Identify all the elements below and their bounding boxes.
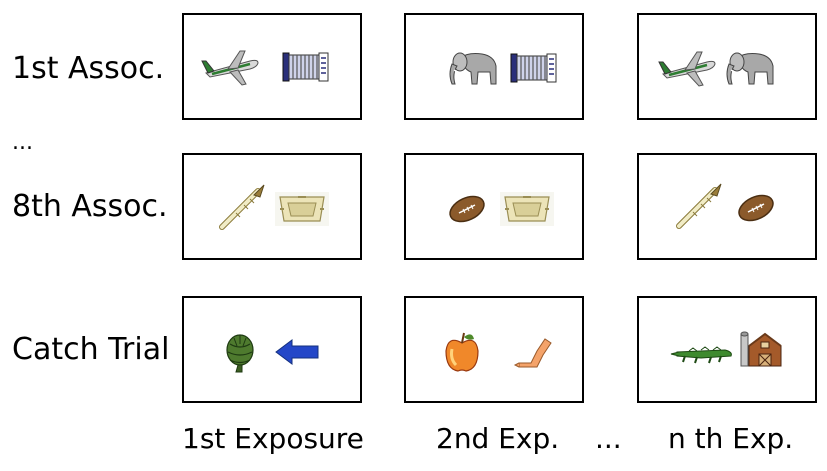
panel-row1-col1 bbox=[182, 13, 362, 120]
asparagus-icon bbox=[219, 184, 265, 230]
artichoke-icon bbox=[226, 334, 254, 373]
football-icon bbox=[449, 195, 485, 223]
row-label-8th-assoc: 8th Assoc. bbox=[12, 189, 168, 224]
ashtray-icon bbox=[500, 192, 554, 226]
arm-icon bbox=[513, 338, 552, 368]
column-label-2nd-exp: 2nd Exp. bbox=[436, 422, 560, 455]
panel-row2-col3 bbox=[637, 153, 817, 260]
row-ellipsis: ... bbox=[12, 130, 33, 155]
panel-row2-col1 bbox=[182, 153, 362, 260]
elephant-icon bbox=[726, 52, 774, 85]
barn-icon bbox=[740, 331, 782, 367]
apple-icon bbox=[445, 332, 479, 372]
ashtray-icon bbox=[275, 192, 329, 226]
column-label-1st-exposure: 1st Exposure bbox=[182, 422, 364, 455]
row-label-1st-assoc: 1st Assoc. bbox=[12, 51, 165, 86]
elephant-icon bbox=[449, 52, 497, 85]
panel-row1-col3 bbox=[637, 13, 817, 120]
arrow-icon bbox=[275, 339, 319, 365]
accordion-icon bbox=[510, 53, 557, 83]
panel-row3-col3 bbox=[637, 296, 817, 403]
panel-row3-col1 bbox=[182, 296, 362, 403]
column-label-nth-exp: n th Exp. bbox=[668, 422, 794, 455]
accordion-icon bbox=[282, 52, 329, 82]
row-label-catch-trial: Catch Trial bbox=[12, 332, 170, 367]
alligator-icon bbox=[670, 346, 732, 364]
football-icon bbox=[738, 194, 774, 222]
panel-row2-col2 bbox=[404, 153, 584, 260]
airplane-icon bbox=[201, 50, 259, 86]
column-ellipsis: ... bbox=[595, 422, 622, 455]
panel-row3-col2 bbox=[404, 296, 584, 403]
asparagus-icon bbox=[676, 183, 722, 229]
panel-row1-col2 bbox=[404, 13, 584, 120]
airplane-icon bbox=[658, 51, 716, 87]
